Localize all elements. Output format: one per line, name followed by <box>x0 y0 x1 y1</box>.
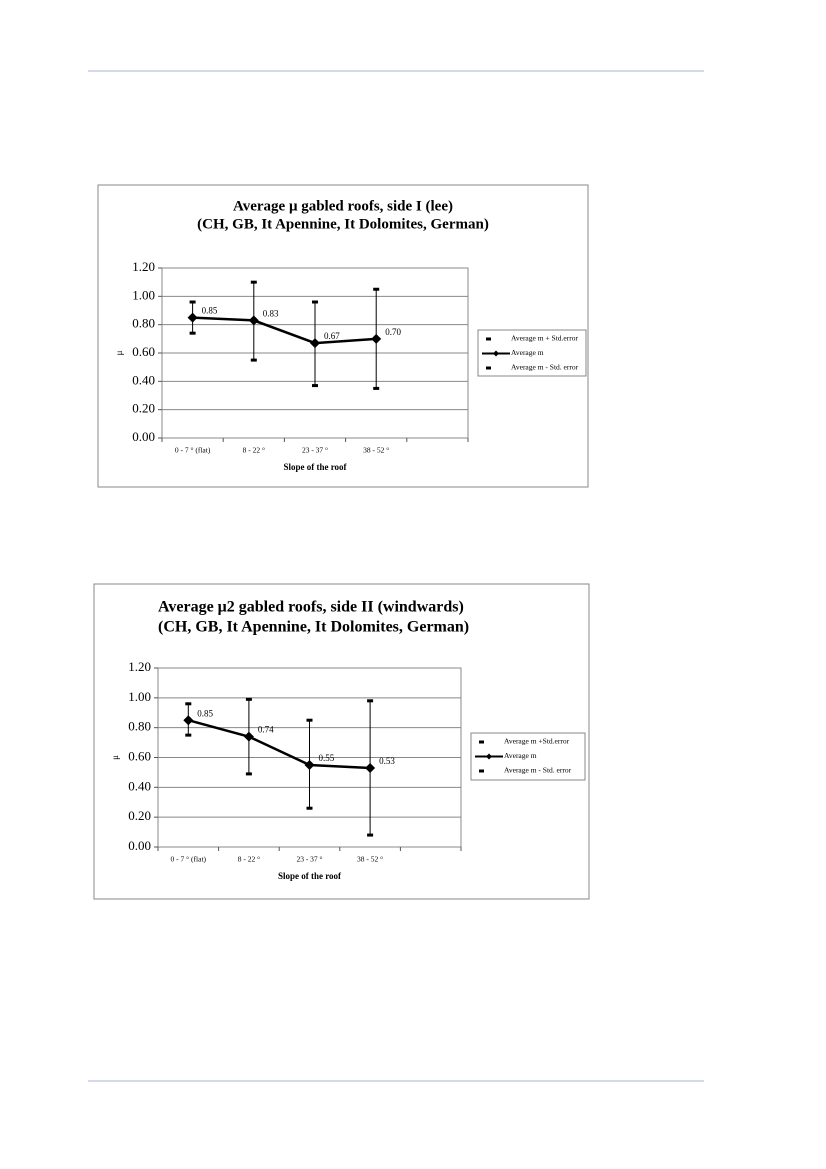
legend-marker <box>486 753 492 760</box>
x-tick-label: 0 - 7 ° (flat) <box>175 446 211 455</box>
y-tick-label: 1.20 <box>132 259 155 274</box>
x-tick-label: 38 - 52 ° <box>357 855 383 864</box>
upper-marker <box>250 280 257 284</box>
chart-subtitle: (CH, GB, It Apennine, It Dolomites, Germ… <box>197 216 489 232</box>
mean-marker <box>183 715 194 726</box>
y-tick-label: 0.80 <box>128 719 151 734</box>
lower-marker <box>306 806 313 810</box>
mean-line <box>187 719 371 770</box>
lower-marker <box>367 833 374 837</box>
y-tick-label: 0.40 <box>128 778 151 793</box>
value-label: 0.74 <box>258 725 274 735</box>
lower-marker <box>185 733 192 737</box>
value-label: 0.70 <box>385 327 401 337</box>
lower-marker <box>189 331 196 335</box>
y-tick-label: 1.00 <box>128 689 151 704</box>
legend-label: Average m +Std.error <box>504 737 570 746</box>
y-tick-label: 0.20 <box>128 808 151 823</box>
mean-marker <box>248 315 259 326</box>
y-tick-label: 0.00 <box>132 429 155 444</box>
x-tick-label: 23 - 37 ° <box>296 855 322 864</box>
legend-label: Average m - Std. error <box>504 766 572 775</box>
x-tick-label: 38 - 52 ° <box>363 446 389 455</box>
y-tick-label: 1.00 <box>132 287 155 302</box>
value-label: 0.83 <box>263 308 279 318</box>
value-label: 0.67 <box>324 331 340 341</box>
y-tick-label: 1.20 <box>128 659 151 674</box>
x-tick-label: 8 - 22 ° <box>243 446 265 455</box>
x-tick-label: 23 - 37 ° <box>302 446 328 455</box>
y-tick-label: 0.60 <box>132 344 155 359</box>
legend-marker <box>493 350 499 357</box>
legend-label: Average m - Std. error <box>511 363 579 372</box>
upper-marker <box>312 300 318 304</box>
y-tick-label: 0.40 <box>132 372 155 387</box>
mean-marker <box>187 312 198 323</box>
value-label: 0.85 <box>197 708 213 718</box>
chart-subtitle: (CH, GB, It Apennine, It Dolomites, Germ… <box>158 619 469 636</box>
legend-marker <box>479 740 484 744</box>
x-tick-label: 8 - 22 ° <box>238 855 260 864</box>
mean-line <box>192 316 377 345</box>
upper-marker <box>373 287 380 291</box>
mean-marker <box>371 333 382 344</box>
y-tick-label: 0.80 <box>132 316 155 331</box>
x-axis-label: Slope of the roof <box>278 871 342 881</box>
upper-marker <box>189 300 196 304</box>
mean-marker <box>365 762 376 773</box>
value-label: 0.85 <box>202 306 218 316</box>
legend-label: Average m + Std.error <box>511 334 578 343</box>
upper-marker <box>367 699 374 703</box>
upper-marker <box>306 718 313 722</box>
x-axis-label: Slope of the roof <box>283 462 347 472</box>
legend-marker <box>479 769 484 773</box>
legend-label: Average m <box>511 348 544 357</box>
legend-marker <box>486 366 491 370</box>
mean-marker <box>304 759 315 770</box>
value-label: 0.53 <box>379 756 395 766</box>
legend-marker <box>486 337 491 341</box>
chart-title: Average μ2 gabled roofs, side II (windwa… <box>158 599 464 616</box>
mean-marker <box>243 731 254 742</box>
upper-marker <box>185 702 192 706</box>
lower-marker <box>245 772 252 776</box>
y-tick-label: 0.60 <box>128 748 151 763</box>
lower-marker <box>312 384 318 388</box>
lower-marker <box>250 358 257 362</box>
chart-title: Average μ gabled roofs, side I (lee) <box>233 198 453 214</box>
y-tick-label: 0.20 <box>132 401 155 416</box>
x-tick-label: 0 - 7 ° (flat) <box>171 855 207 864</box>
y-axis-label: μ <box>110 755 120 760</box>
y-tick-label: 0.00 <box>128 838 151 853</box>
mean-marker <box>310 338 320 349</box>
y-axis-label: μ <box>114 350 124 355</box>
lower-marker <box>373 386 380 390</box>
legend-label: Average m <box>504 751 537 760</box>
value-label: 0.55 <box>319 753 335 763</box>
upper-marker <box>245 697 252 701</box>
